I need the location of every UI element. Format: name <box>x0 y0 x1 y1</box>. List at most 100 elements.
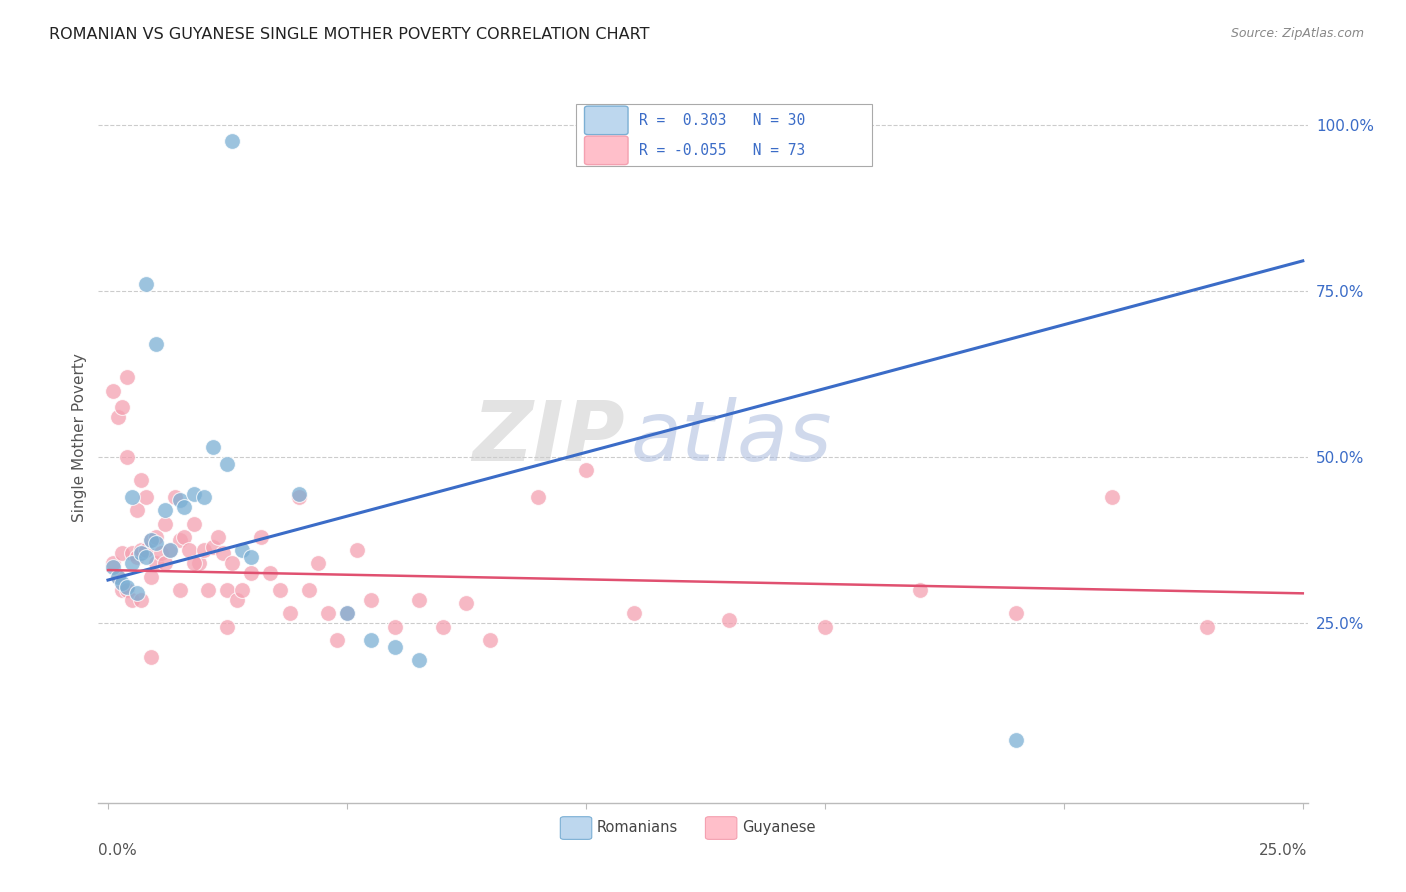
Point <box>131 593 153 607</box>
FancyBboxPatch shape <box>706 817 737 839</box>
Point <box>456 596 478 610</box>
Point <box>121 546 143 560</box>
Point <box>131 473 153 487</box>
Point <box>527 490 550 504</box>
Point <box>183 486 205 500</box>
Point <box>240 549 263 564</box>
Point <box>187 557 209 571</box>
Point <box>145 536 167 550</box>
Point <box>139 570 162 584</box>
Point <box>226 593 249 607</box>
Point <box>217 457 239 471</box>
Point <box>135 277 157 292</box>
Point <box>155 503 177 517</box>
Point <box>115 582 138 597</box>
Point <box>432 619 454 633</box>
Point <box>145 337 167 351</box>
Point <box>163 490 186 504</box>
Point <box>202 540 225 554</box>
Point <box>125 549 148 564</box>
Text: R = -0.055   N = 73: R = -0.055 N = 73 <box>638 143 806 158</box>
Point <box>316 607 339 621</box>
Point <box>384 619 406 633</box>
Point <box>159 543 181 558</box>
Point <box>346 543 368 558</box>
Point <box>1005 607 1028 621</box>
Point <box>360 593 382 607</box>
Point <box>718 613 741 627</box>
Point <box>139 649 162 664</box>
Text: Source: ZipAtlas.com: Source: ZipAtlas.com <box>1230 27 1364 40</box>
Point <box>1101 490 1123 504</box>
Point <box>307 557 329 571</box>
Point <box>121 490 143 504</box>
Point <box>149 546 172 560</box>
Point <box>211 546 233 560</box>
Point <box>111 582 134 597</box>
Point <box>101 384 124 398</box>
Point <box>115 370 138 384</box>
Point <box>479 632 502 647</box>
Point <box>231 582 253 597</box>
Point <box>278 607 301 621</box>
Text: Romanians: Romanians <box>596 820 678 835</box>
Point <box>202 440 225 454</box>
Point <box>288 486 311 500</box>
Point <box>183 516 205 531</box>
Point <box>169 533 191 548</box>
Text: 0.0%: 0.0% <box>98 843 138 858</box>
Point <box>814 619 837 633</box>
Point <box>121 557 143 571</box>
Point <box>155 516 177 531</box>
Point <box>111 546 134 560</box>
Point <box>179 543 201 558</box>
Point <box>169 493 191 508</box>
Point <box>269 582 291 597</box>
Point <box>173 500 195 514</box>
Point <box>408 653 430 667</box>
Point <box>131 546 153 560</box>
FancyBboxPatch shape <box>585 136 628 165</box>
FancyBboxPatch shape <box>576 104 872 167</box>
Point <box>193 490 215 504</box>
Point <box>125 586 148 600</box>
Point <box>155 557 177 571</box>
Point <box>575 463 598 477</box>
Point <box>107 570 129 584</box>
Y-axis label: Single Mother Poverty: Single Mother Poverty <box>72 352 87 522</box>
Point <box>197 582 219 597</box>
Point <box>101 559 124 574</box>
Point <box>139 533 162 548</box>
Point <box>193 543 215 558</box>
Point <box>207 530 229 544</box>
Point <box>288 490 311 504</box>
Point <box>111 576 134 591</box>
Point <box>259 566 281 581</box>
Point <box>298 582 321 597</box>
Point <box>131 543 153 558</box>
Point <box>135 490 157 504</box>
Point <box>221 557 243 571</box>
Point <box>145 557 167 571</box>
Point <box>107 570 129 584</box>
Point <box>107 410 129 425</box>
Point <box>135 543 157 558</box>
Point <box>125 503 148 517</box>
Point <box>101 557 124 571</box>
Text: Guyanese: Guyanese <box>742 820 815 835</box>
Point <box>169 582 191 597</box>
Text: 25.0%: 25.0% <box>1260 843 1308 858</box>
Point <box>139 533 162 548</box>
Point <box>183 557 205 571</box>
Point <box>623 607 645 621</box>
Point <box>159 543 181 558</box>
Point <box>240 566 263 581</box>
Point <box>121 593 143 607</box>
Point <box>135 549 157 564</box>
Point <box>1005 732 1028 747</box>
Point <box>360 632 382 647</box>
Point <box>336 607 359 621</box>
Point <box>115 580 138 594</box>
Point <box>910 582 932 597</box>
Point <box>217 582 239 597</box>
